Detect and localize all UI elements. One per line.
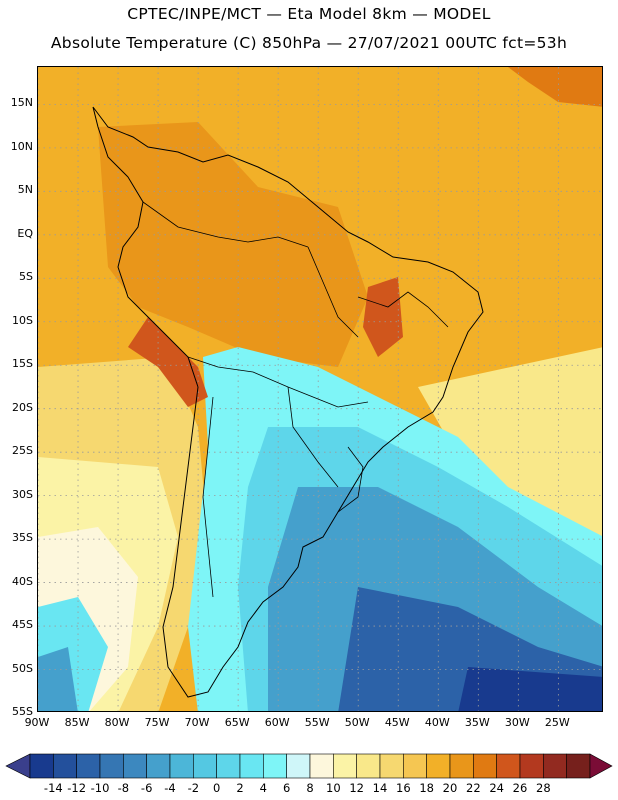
colorbar-swatch: [146, 753, 171, 779]
border-7: [357, 291, 449, 328]
colorbar-tick-label: 10: [326, 781, 341, 795]
colorbar-high-arrow: [589, 753, 613, 779]
colorbar-swatch: [99, 753, 124, 779]
border-3: [287, 386, 339, 488]
colorbar-swatch: [29, 753, 54, 779]
border-4: [142, 201, 309, 248]
lon-label: 90W: [24, 716, 50, 729]
field-warm-ne: [508, 67, 602, 107]
lon-label: 40W: [424, 716, 450, 729]
border-5: [307, 246, 359, 338]
colorbar-swatch: [543, 753, 567, 779]
colorbar-swatch: [193, 753, 217, 779]
colorbar-tick-label: -12: [67, 781, 87, 795]
lon-label: 55W: [304, 716, 330, 729]
colorbar-tick-label: 6: [282, 781, 291, 795]
colorbar-tick-label: 22: [466, 781, 481, 795]
lon-label: 80W: [104, 716, 130, 729]
colorbar-swatch: [263, 753, 287, 779]
lat-label: 10S: [12, 313, 33, 327]
colorbar-tick-label: 12: [349, 781, 364, 795]
lon-label: 35W: [464, 716, 490, 729]
colorbar-swatch: [566, 753, 591, 779]
colorbar-swatch: [53, 753, 77, 779]
colorbar-tick-label: 28: [536, 781, 551, 795]
lat-label: 35S: [12, 531, 33, 545]
lon-label: 70W: [184, 716, 210, 729]
colorbar-tick-label: 24: [489, 781, 504, 795]
colorbar-swatch: [473, 753, 497, 779]
lat-label: 5N: [17, 183, 33, 197]
lon-label: 30W: [504, 716, 530, 729]
colorbar-swatch: [76, 753, 101, 779]
lat-label: 15S: [12, 357, 33, 371]
colorbar-swatch: [379, 753, 404, 779]
colorbar-tick-label: 2: [236, 781, 244, 795]
colorbar-tick-label: 8: [306, 781, 314, 795]
lat-label: 30S: [12, 487, 33, 501]
lon-label: 45W: [384, 716, 410, 729]
lat-label: 10N: [10, 139, 33, 153]
map-title: CPTEC/INPE/MCT — Eta Model 8km — MODEL: [127, 5, 491, 23]
colorbar-tick-label: 18: [419, 781, 434, 795]
colorbar-tick-label: 20: [442, 781, 458, 795]
colorbar-tick-label: -2: [187, 781, 200, 795]
colorbar-swatch: [239, 753, 264, 779]
field-andes-warm: [128, 317, 208, 407]
lat-label: 40S: [12, 574, 33, 588]
lat-label: 5S: [19, 270, 33, 284]
map-subtitle: Absolute Temperature (C) 850hPa — 27/07/…: [50, 34, 568, 52]
field-pacific-blue: [38, 647, 78, 711]
lat-label: EQ: [17, 226, 33, 240]
lat-label: 25S: [12, 444, 33, 458]
lon-label: 75W: [144, 716, 170, 729]
lat-label: 50S: [12, 661, 33, 675]
field-atlantic-yellow: [418, 347, 602, 566]
lon-label: 85W: [64, 716, 90, 729]
colorbar-tick-label: 0: [212, 781, 221, 795]
lon-label: 25W: [544, 716, 570, 729]
colorbar-low-arrow: [5, 753, 31, 779]
lon-label: 60W: [264, 716, 290, 729]
field-cold-deepest: [458, 667, 602, 711]
border-6: [337, 446, 364, 513]
lat-label: 55S: [12, 705, 33, 718]
colorbar: [5, 753, 613, 779]
colorbar-swatch: [123, 753, 147, 779]
colorbar-swatch: [496, 753, 521, 779]
colorbar-tick-label: 26: [512, 781, 528, 795]
colorbar-swatch: [449, 753, 474, 779]
lat-label: 45S: [12, 618, 33, 632]
colorbar-swatch: [309, 753, 334, 779]
field-nordeste-hot: [363, 277, 403, 357]
lon-label: 50W: [344, 716, 370, 729]
colorbar-tick-label: 16: [396, 781, 411, 795]
border-2: [202, 396, 214, 598]
colorbar-tick-label: -6: [140, 781, 153, 795]
colorbar-swatch: [426, 753, 451, 779]
colorbar-tick-label: -8: [117, 781, 130, 795]
field-amazon: [98, 122, 368, 367]
lat-label: 20S: [12, 400, 33, 414]
temperature-map: [37, 66, 603, 712]
colorbar-tick-label: -14: [43, 781, 63, 795]
colorbar-swatch: [519, 753, 544, 779]
colorbar-swatch: [356, 753, 381, 779]
colorbar-swatch: [333, 753, 357, 779]
colorbar-tick-label: 14: [372, 781, 388, 795]
colorbar-tick-label: -4: [164, 781, 176, 795]
colorbar-tick-label: 4: [259, 781, 267, 795]
colorbar-tick-label: -10: [90, 781, 110, 795]
colorbar-swatch: [216, 753, 241, 779]
lon-label: 65W: [224, 716, 250, 729]
colorbar-swatch: [286, 753, 311, 779]
coastline: [92, 106, 484, 698]
lat-label: 15N: [10, 96, 33, 110]
colorbar-swatch: [169, 753, 194, 779]
colorbar-swatch: [403, 753, 427, 779]
